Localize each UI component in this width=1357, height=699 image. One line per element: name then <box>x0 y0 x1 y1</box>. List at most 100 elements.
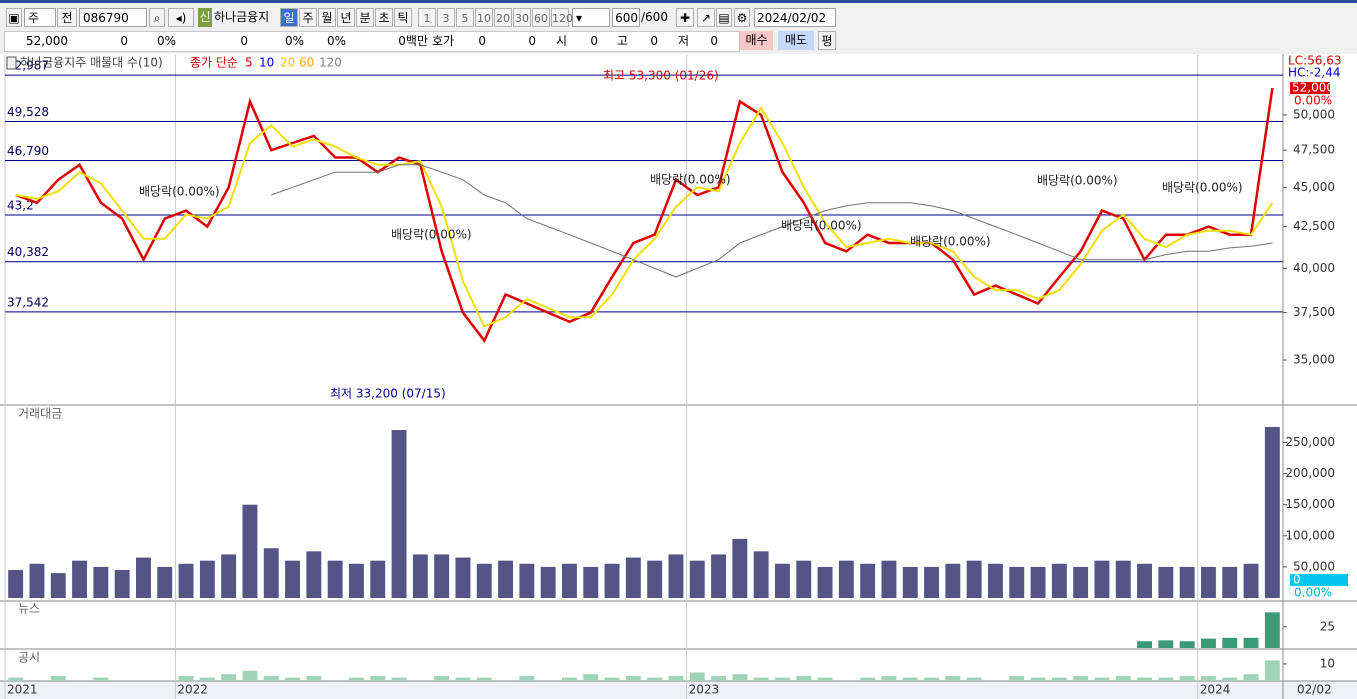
bar <box>1158 640 1174 648</box>
bar <box>327 560 343 598</box>
interval-button[interactable]: 년 <box>337 8 355 27</box>
hc-label: HC:-2,44 <box>1288 66 1341 80</box>
bar <box>348 677 364 681</box>
y-tick-label: 10 <box>1320 656 1335 670</box>
level-label: 46,790 <box>7 144 49 158</box>
settings-button[interactable]: ⚙ <box>734 8 750 27</box>
last-price-box <box>1290 82 1330 94</box>
minute-button[interactable]: 1 <box>418 8 436 27</box>
unit-select[interactable]: ▾ <box>572 8 610 27</box>
sound-button[interactable]: ◂) <box>168 8 194 27</box>
chart-bg <box>0 54 1357 699</box>
bar <box>796 560 812 598</box>
bar <box>1243 637 1259 648</box>
bar <box>434 675 450 681</box>
buy-button[interactable]: 매수 <box>740 31 773 50</box>
bar <box>540 566 556 598</box>
bar <box>263 675 279 681</box>
bar <box>1094 677 1110 681</box>
bar <box>881 560 897 598</box>
y-tick-label: 45,000 <box>1293 180 1335 194</box>
bar <box>647 560 663 598</box>
count-input[interactable]: 600 <box>612 8 640 27</box>
bar <box>199 560 215 598</box>
bar <box>93 677 109 681</box>
ma-line <box>15 87 1274 344</box>
minute-button[interactable]: 20 <box>494 8 512 27</box>
y-tick-label: 250,000 <box>1285 435 1335 449</box>
dividend-label: 배당락(0.00%) <box>1162 181 1243 195</box>
ma-line <box>271 164 1273 278</box>
search-button[interactable]: ⌕ <box>149 8 165 27</box>
bar <box>1137 677 1153 681</box>
bar <box>1222 677 1238 681</box>
interval-button[interactable]: 틱 <box>394 8 412 27</box>
quote-cell: 0% <box>156 34 176 48</box>
minute-button[interactable]: 60 <box>532 8 550 27</box>
tool-button[interactable]: ↗ <box>697 8 715 27</box>
dividend-label: 배당락(0.00%) <box>1037 174 1118 188</box>
interval-button[interactable]: 초 <box>375 8 393 27</box>
bar <box>668 675 684 681</box>
market-button[interactable]: 전 <box>57 8 77 27</box>
legend-entry: 20 <box>280 56 295 70</box>
bar <box>860 677 876 681</box>
bar <box>604 677 620 681</box>
minute-button[interactable]: 5 <box>456 8 474 27</box>
bar <box>924 566 940 598</box>
bar <box>1051 677 1067 681</box>
dividend-label: 배당락(0.00%) <box>650 173 731 187</box>
code-input[interactable]: 086790 <box>79 8 147 27</box>
interval-button[interactable]: 분 <box>356 8 374 27</box>
menu-icon[interactable]: ▣ <box>6 8 22 27</box>
bar <box>114 570 130 598</box>
bar <box>1222 637 1238 648</box>
date-input[interactable]: 2024/02/02 <box>754 8 836 27</box>
bar <box>945 675 961 681</box>
minute-button[interactable]: 30 <box>513 8 531 27</box>
bar <box>1264 612 1280 648</box>
bar <box>689 672 705 681</box>
bar <box>370 560 386 598</box>
bar <box>1030 566 1046 598</box>
legend-subtitle: 종가 단순 <box>190 56 238 70</box>
bar <box>50 573 66 598</box>
interval-button[interactable]: 주 <box>299 8 317 27</box>
minute-button[interactable]: 3 <box>437 8 455 27</box>
y-tick-label: 42,500 <box>1293 219 1335 233</box>
pane-title: 뉴스 <box>18 602 40 616</box>
bar <box>732 674 748 681</box>
bar <box>860 563 876 598</box>
bar <box>348 563 364 598</box>
bar <box>1243 563 1259 598</box>
tool-button[interactable]: ✚ <box>676 8 694 27</box>
minute-button[interactable]: 10 <box>475 8 493 27</box>
bar <box>1264 426 1280 598</box>
quote-cell: 0 <box>528 34 536 48</box>
avg-button[interactable]: 평 <box>818 31 836 50</box>
interval-button[interactable]: 월 <box>318 8 336 27</box>
bar <box>1200 566 1216 598</box>
bar <box>1158 677 1174 681</box>
y-tick-label: 35,000 <box>1293 352 1335 366</box>
bar <box>50 675 66 681</box>
interval-button[interactable]: 일 <box>280 8 298 27</box>
bar <box>1009 675 1025 681</box>
bar <box>625 675 641 681</box>
bar <box>753 677 769 681</box>
bar <box>625 557 641 598</box>
minute-button[interactable]: 120 <box>551 8 573 27</box>
save-button[interactable]: ▤ <box>716 8 732 27</box>
bar <box>987 563 1003 598</box>
bar <box>1094 560 1110 598</box>
bar <box>455 677 471 681</box>
sell-button[interactable]: 매도 <box>778 31 814 50</box>
x-end-label: 02/02 <box>1297 683 1332 697</box>
bar <box>838 560 854 598</box>
bar <box>498 560 514 598</box>
bar <box>519 563 535 598</box>
dividend-label: 배당락(0.00%) <box>391 228 472 242</box>
bar <box>817 566 833 598</box>
period-select[interactable]: 주 <box>24 8 56 27</box>
bar <box>1137 641 1153 648</box>
